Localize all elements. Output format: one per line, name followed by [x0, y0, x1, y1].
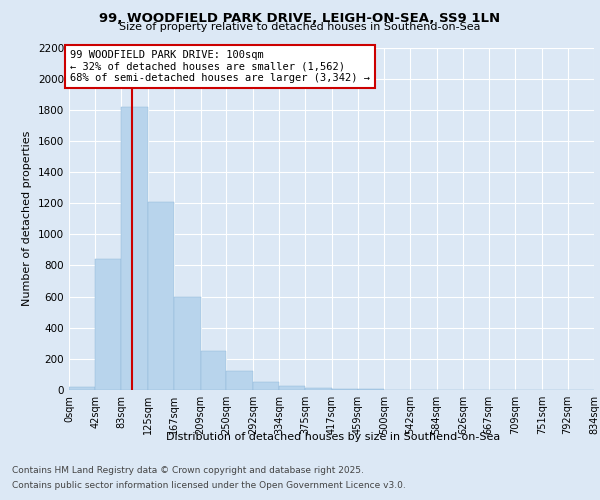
Bar: [200, 351, 226, 390]
Y-axis label: Number of detached properties: Number of detached properties: [22, 131, 32, 306]
Bar: [358, 389, 384, 390]
Bar: [331, 389, 358, 390]
Text: Size of property relative to detached houses in Southend-on-Sea: Size of property relative to detached ho…: [119, 22, 481, 32]
Bar: [279, 386, 305, 390]
Bar: [305, 388, 331, 390]
Bar: [174, 296, 200, 390]
Bar: [226, 370, 253, 390]
Bar: [121, 106, 148, 390]
Bar: [253, 382, 279, 390]
Text: 99, WOODFIELD PARK DRIVE, LEIGH-ON-SEA, SS9 1LN: 99, WOODFIELD PARK DRIVE, LEIGH-ON-SEA, …: [100, 12, 500, 26]
Bar: [95, 259, 121, 390]
Text: Contains public sector information licensed under the Open Government Licence v3: Contains public sector information licen…: [12, 481, 406, 490]
Bar: [148, 202, 174, 390]
Text: 99 WOODFIELD PARK DRIVE: 100sqm
← 32% of detached houses are smaller (1,562)
68%: 99 WOODFIELD PARK DRIVE: 100sqm ← 32% of…: [70, 50, 370, 83]
Bar: [69, 387, 95, 390]
Text: Distribution of detached houses by size in Southend-on-Sea: Distribution of detached houses by size …: [166, 432, 500, 442]
Text: Contains HM Land Registry data © Crown copyright and database right 2025.: Contains HM Land Registry data © Crown c…: [12, 466, 364, 475]
